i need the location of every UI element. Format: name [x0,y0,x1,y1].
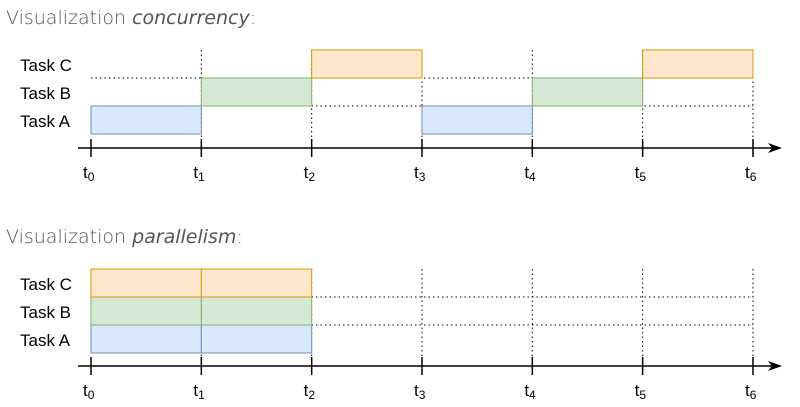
task-segment-task-c [200,268,313,298]
task-label: Task A [20,112,71,131]
task-label: Task C [20,56,72,75]
tick-label: t2 [304,381,316,402]
task-segment-task-b [90,296,202,326]
tick-label: t4 [524,163,536,184]
tick-label: t0 [83,163,95,184]
task-segment-task-b [200,296,313,326]
tick-label: t3 [414,381,426,402]
tick-label: t3 [414,163,426,184]
task-segment-task-a [90,105,202,135]
axis-arrowhead [768,361,782,371]
task-segment-task-a [200,324,313,354]
concurrency-diagram: Visualization concurrency: Task C Task B T… [6,7,782,184]
concurrency-heading: Visualization concurrency: [6,7,256,29]
task-segment-task-b [200,77,313,107]
task-segment-task-a [421,105,533,135]
tick-label: t1 [193,163,205,184]
tick-label: t0 [83,381,95,402]
parallelism-diagram: Visualization parallelism: Task C Task B T… [6,226,782,402]
tick-label: t5 [635,381,647,402]
task-segment-task-c [311,49,423,79]
task-label: Task B [20,303,71,322]
axis-arrowhead [768,143,782,153]
tick-label: t1 [193,381,205,402]
tick-label: t6 [745,163,757,184]
task-segment-task-b [531,77,644,107]
tick-label: t6 [745,381,757,402]
tick-label: t5 [635,163,647,184]
task-segment-task-c [642,49,754,79]
task-label: Task A [20,331,71,350]
task-segment-task-c [90,268,202,298]
tick-label: t2 [304,163,316,184]
tick-label: t4 [524,381,536,402]
parallelism-heading: Visualization parallelism: [6,226,243,248]
task-label: Task B [20,84,71,103]
task-label: Task C [20,275,72,294]
task-segment-task-a [90,324,202,354]
